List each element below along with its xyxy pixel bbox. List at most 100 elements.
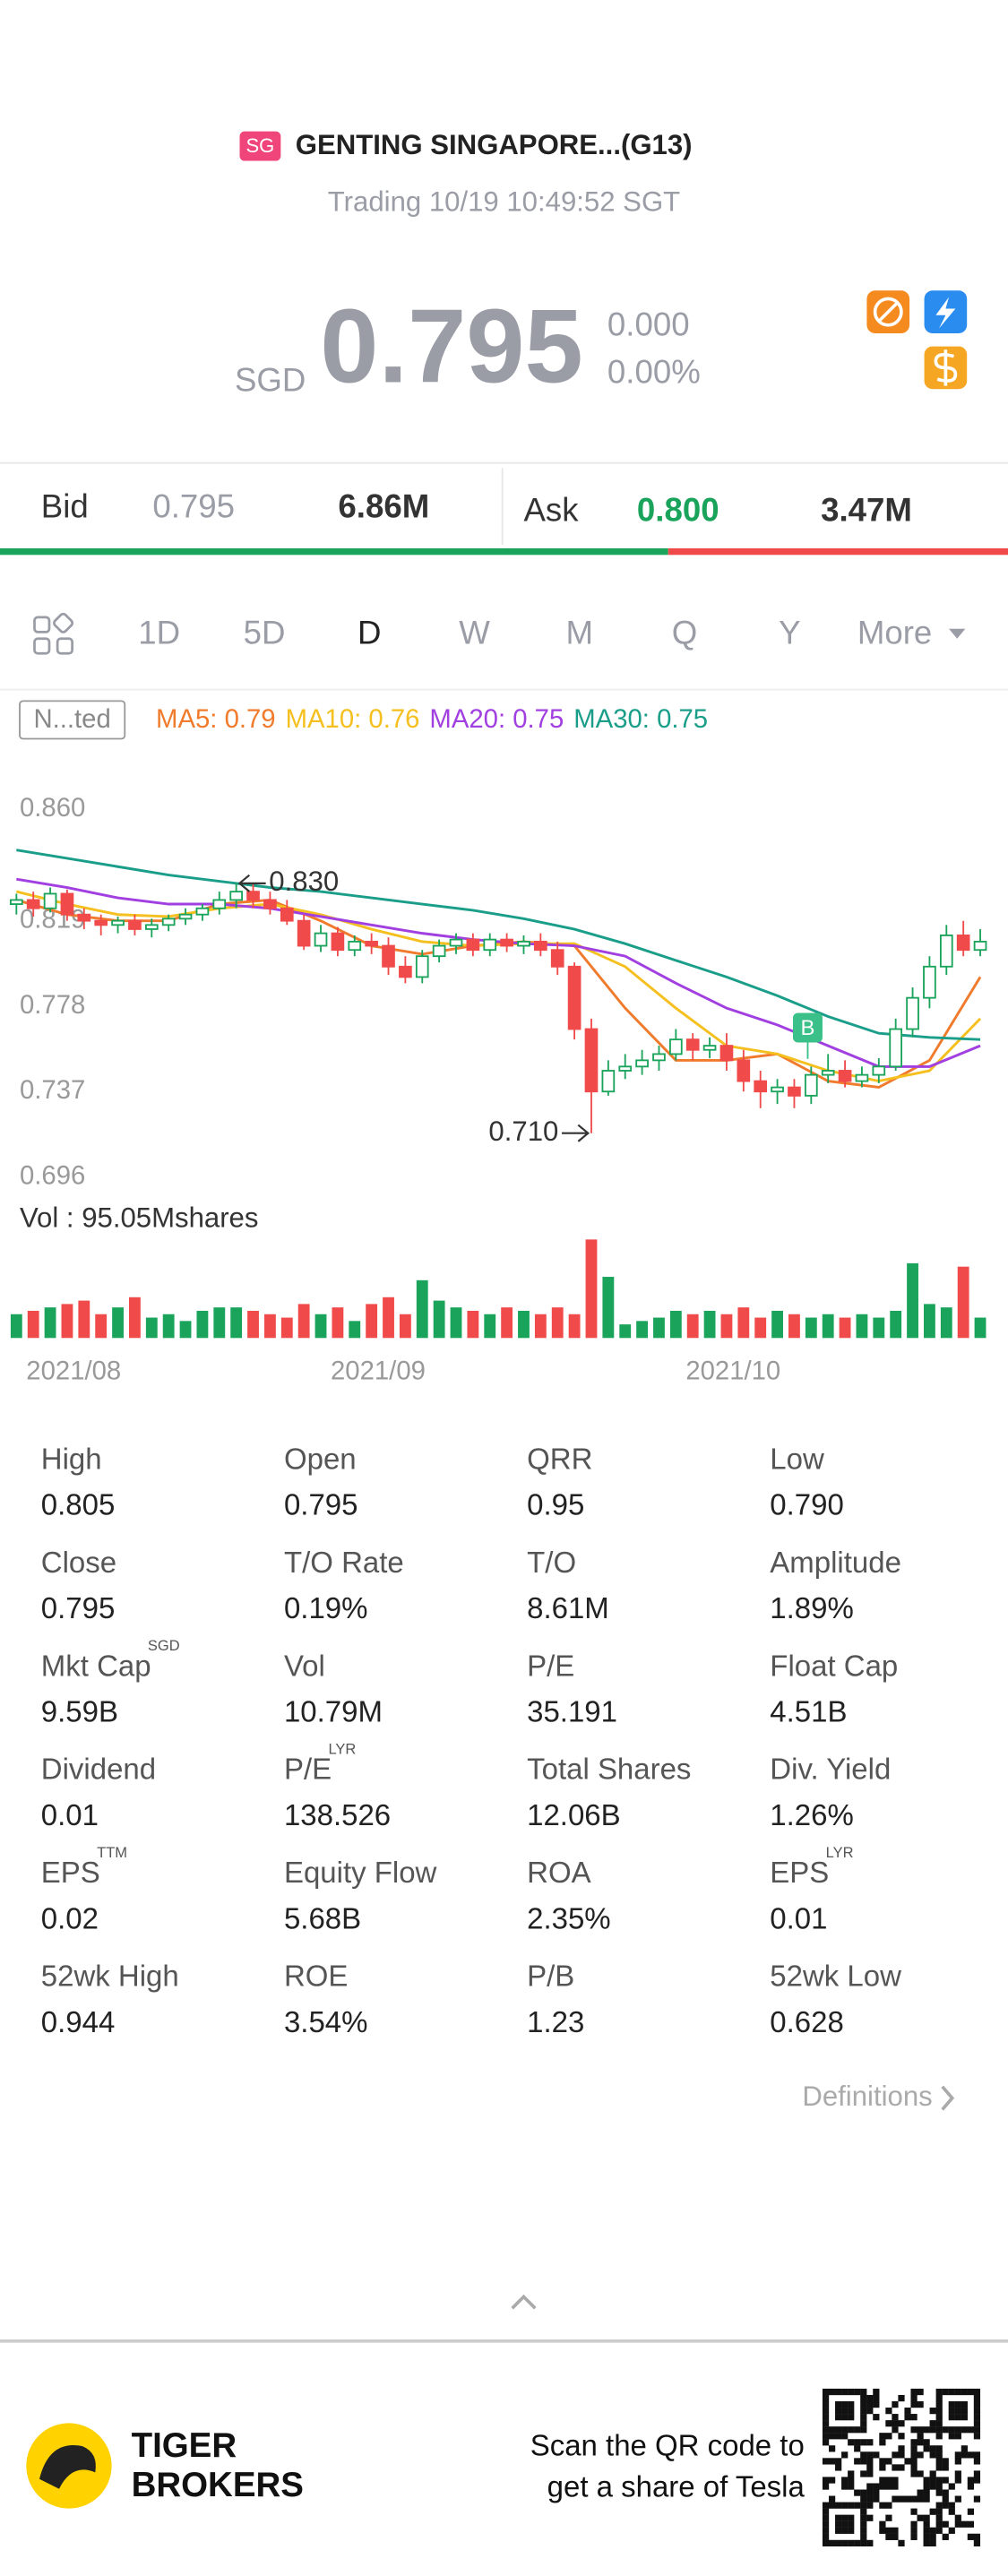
timeframe-tab[interactable]: D [358, 615, 381, 651]
qr-module [910, 2533, 918, 2540]
qr-module [866, 2495, 874, 2503]
stat-value: 4.51B [770, 1695, 847, 1728]
market-code: SG [246, 134, 275, 157]
volume-bar [27, 1310, 39, 1339]
timeframe-tab[interactable]: Q [672, 615, 698, 651]
stat-value: 0.790 [770, 1488, 844, 1521]
qr-module [854, 2426, 861, 2434]
icon-glyph [873, 297, 903, 327]
indicator-box[interactable] [19, 700, 126, 740]
annotation: 0.710 [488, 1116, 558, 1147]
volume-bar [873, 1317, 885, 1339]
candle-body [382, 944, 395, 968]
qr-module [942, 2477, 949, 2484]
qr-module [923, 2514, 930, 2521]
qr-module [954, 2470, 961, 2477]
volume-bar [349, 1321, 361, 1339]
market-badge [239, 131, 281, 161]
y-tick-label: 0.860 [20, 793, 85, 823]
moving-average-line [15, 898, 982, 1090]
candle-body [43, 892, 57, 909]
qr-module [860, 2489, 867, 2496]
qr-module [967, 2451, 975, 2459]
qr-module [910, 2445, 918, 2452]
qr-module [841, 2477, 849, 2484]
qr-module [885, 2502, 892, 2509]
volume-bar [332, 1307, 344, 1339]
qr-module [935, 2508, 943, 2515]
qr-module [848, 2477, 855, 2484]
qr-module [910, 2451, 918, 2459]
qr-module [973, 2477, 981, 2484]
qr-module [885, 2527, 892, 2534]
qr-module [961, 2445, 968, 2452]
qr-module [898, 2464, 905, 2471]
qr-module [885, 2408, 892, 2415]
qr-module [822, 2388, 830, 2396]
qr-module [942, 2458, 949, 2465]
volume-bar [822, 1314, 834, 1339]
timeframe-tab[interactable]: W [459, 615, 490, 651]
stat-label: Low [770, 1442, 824, 1475]
stat-label-sup: TTM [97, 1845, 127, 1861]
qr-module [841, 2514, 849, 2521]
timeframe-tab[interactable]: Y [779, 615, 800, 651]
icon-glyph [934, 349, 958, 386]
qr-module [822, 2533, 830, 2540]
qr-module [892, 2451, 899, 2459]
timeframe-tab[interactable]: 1D [138, 615, 180, 651]
timeframe-tab[interactable]: M [566, 615, 594, 651]
qr-module [860, 2470, 867, 2477]
qr-module [822, 2477, 830, 2484]
qr-module [860, 2502, 867, 2509]
qr-module [854, 2388, 861, 2396]
qr-module [822, 2502, 830, 2509]
volume-bar [907, 1262, 918, 1339]
qr-module [885, 2477, 892, 2484]
qr-module [885, 2533, 892, 2540]
qr-module [967, 2508, 975, 2515]
candle-body [855, 1073, 869, 1082]
indicator-label[interactable]: N...ted [33, 704, 110, 734]
legend-entry: MA10: 0.76 [286, 704, 420, 734]
stat-label: P/E [284, 1753, 332, 1786]
candle-body [415, 955, 429, 978]
stat-value: 0.795 [284, 1488, 358, 1521]
qr-module [848, 2527, 855, 2534]
stat-value: 1.23 [527, 2005, 584, 2038]
stat-value: 0.944 [41, 2005, 116, 2038]
qr-module [822, 2508, 830, 2515]
qr-module [866, 2439, 874, 2446]
qr-module [929, 2470, 936, 2477]
stat-label: 52wk Low [770, 1960, 901, 1993]
qr-module [961, 2400, 968, 2408]
definitions-link[interactable]: Definitions [802, 2081, 932, 2112]
layout-icon[interactable] [33, 612, 74, 655]
qr-module [948, 2408, 955, 2415]
qr-module [873, 2489, 880, 2496]
volume-bar [568, 1314, 581, 1339]
stat-label: ROA [527, 1856, 590, 1889]
timeframe-tab[interactable]: 5D [244, 615, 286, 651]
dropdown-arrow [949, 628, 966, 639]
qr-module [822, 2400, 830, 2408]
price-change: 0.000 [607, 306, 690, 342]
qr-module [828, 2388, 836, 2396]
qr-module [841, 2483, 849, 2490]
qr-module [935, 2489, 943, 2496]
timeframe-tab[interactable]: More [857, 615, 932, 651]
y-tick-label: 0.696 [20, 1160, 85, 1190]
collapse-caret[interactable] [511, 2294, 537, 2310]
qr-module [828, 2502, 836, 2509]
volume-bar [162, 1314, 175, 1339]
qr-module [835, 2433, 842, 2440]
qr-module [935, 2433, 943, 2440]
qr-module [948, 2426, 955, 2434]
qr-module [848, 2520, 855, 2528]
volume-bar [399, 1314, 411, 1339]
qr-module [910, 2414, 918, 2421]
qr-module [835, 2514, 842, 2521]
qr-module [860, 2514, 867, 2521]
volume-bar [44, 1307, 56, 1339]
